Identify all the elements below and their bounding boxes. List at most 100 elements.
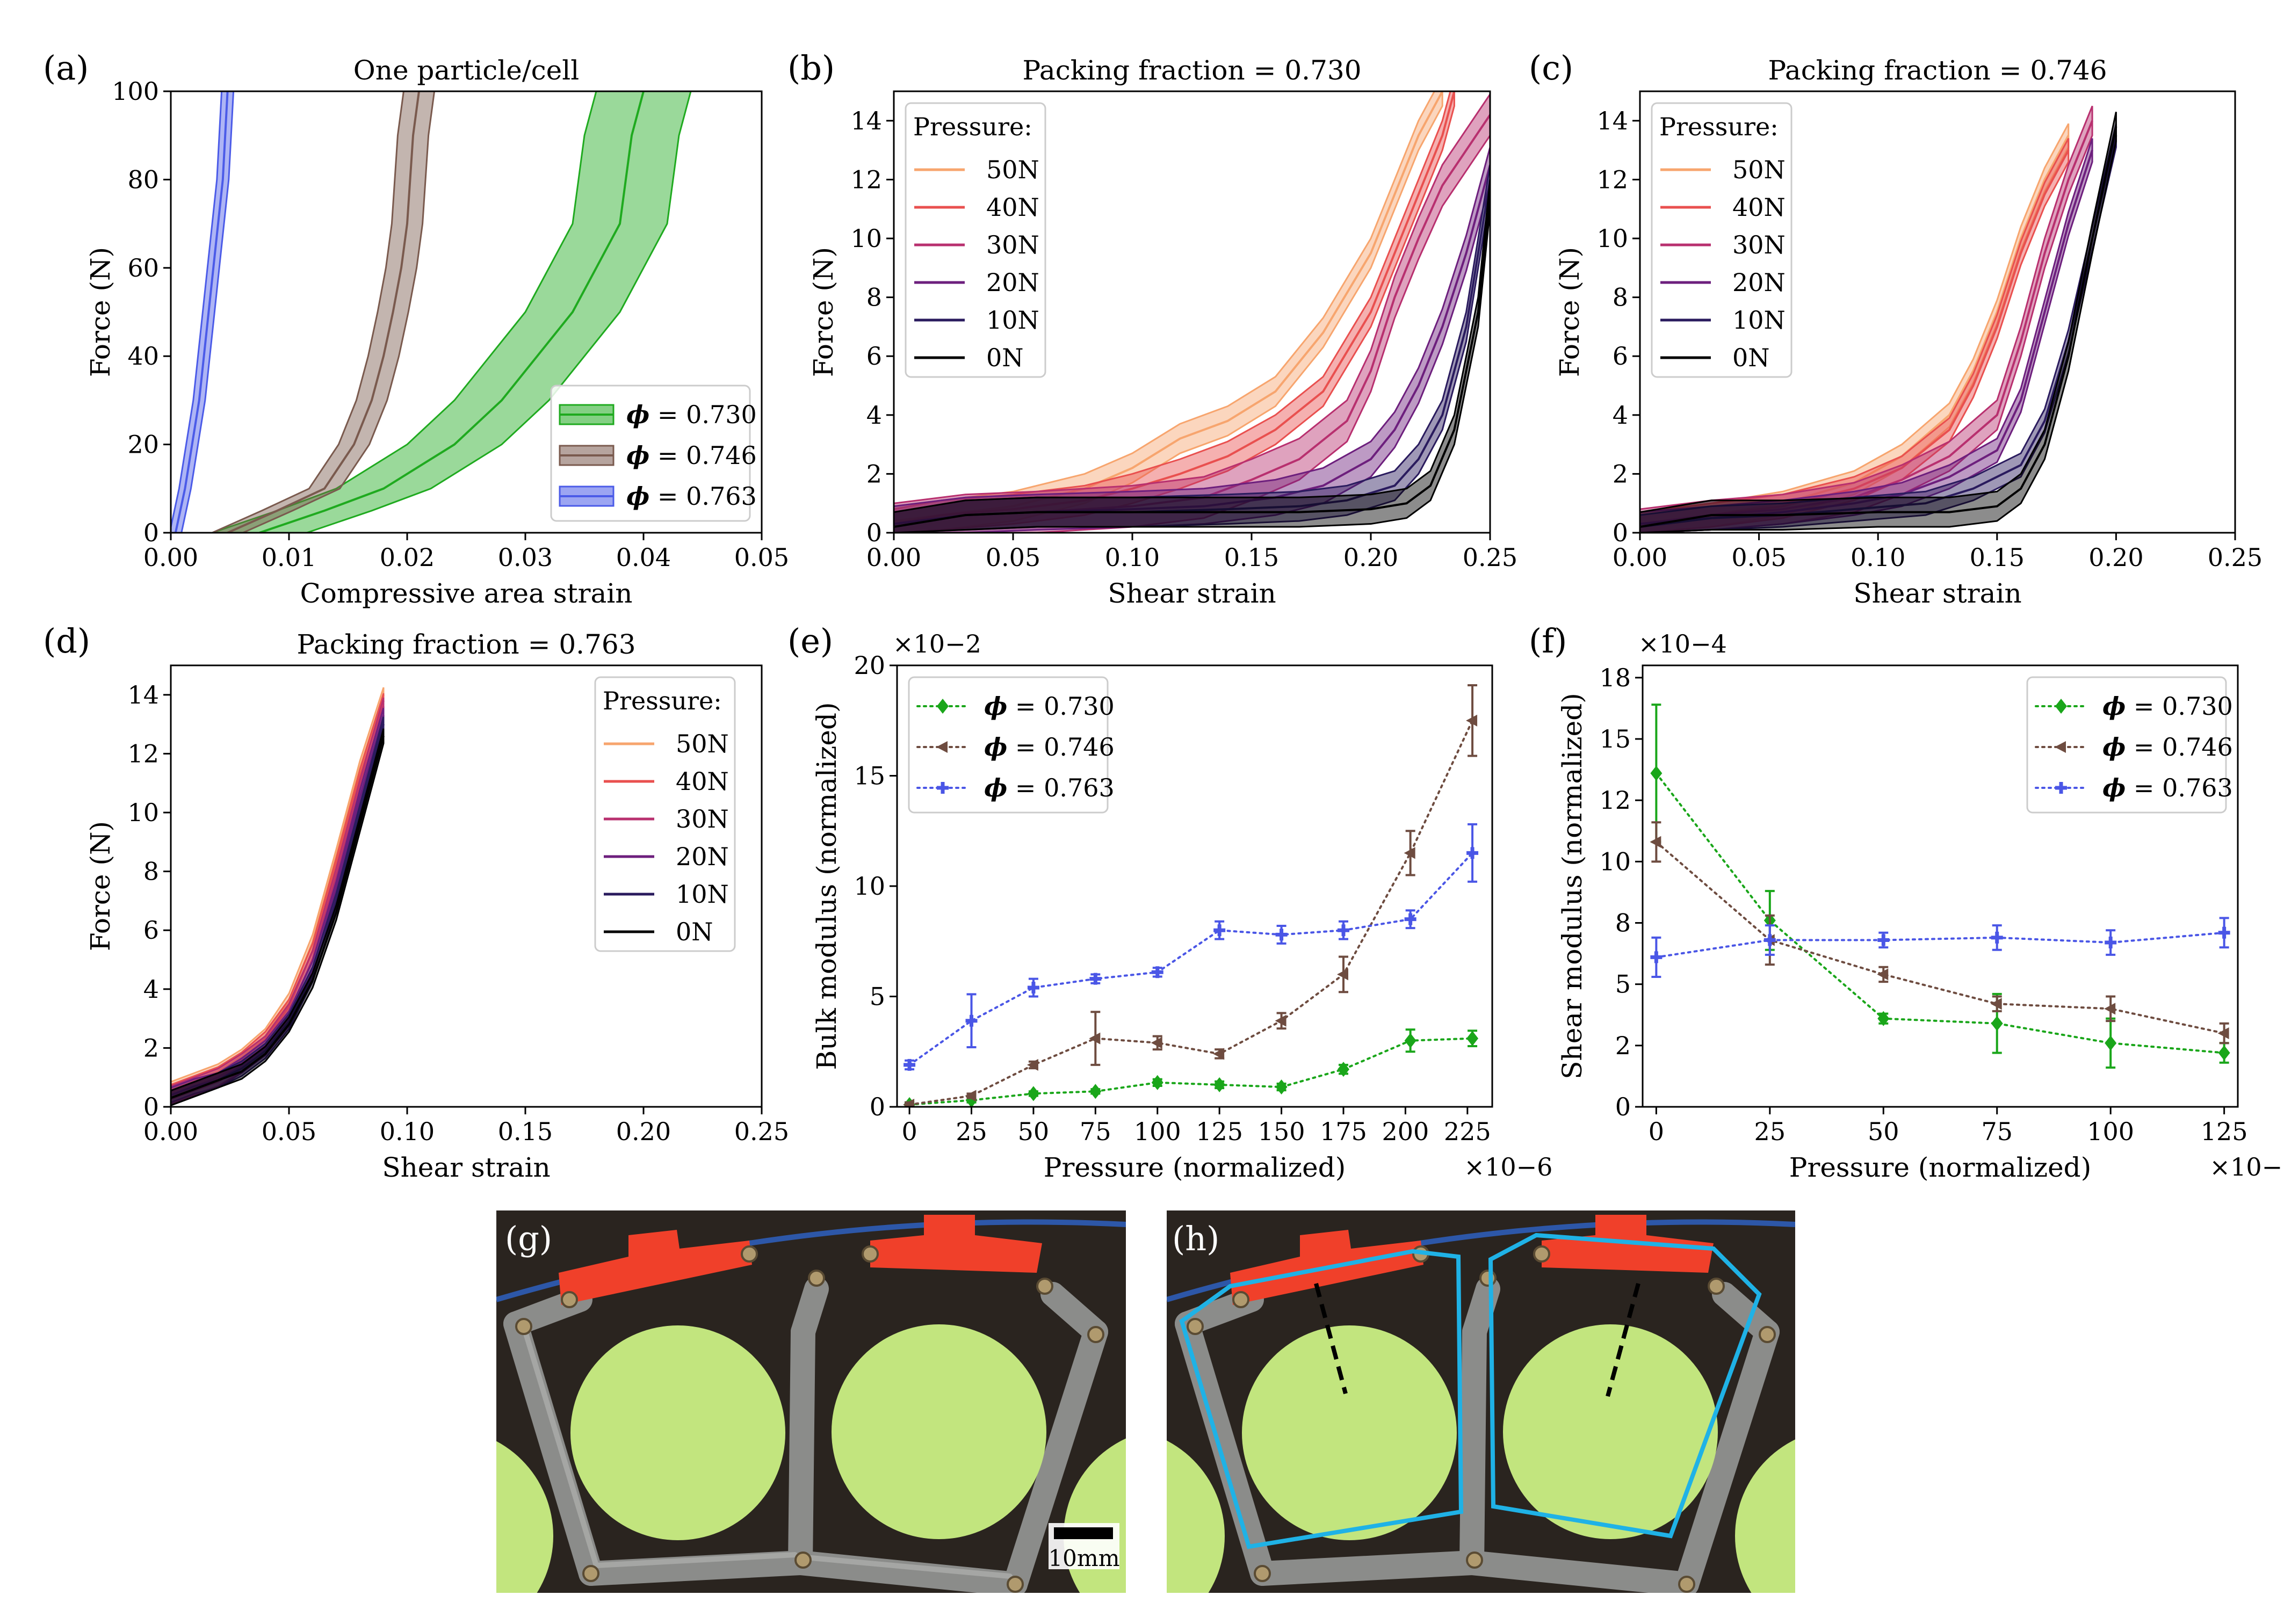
x-axis-label: Shear strain: [382, 1152, 550, 1183]
x-tick-label: 125: [1196, 1117, 1243, 1146]
series-band-0N: [894, 179, 1490, 533]
data-point-ϕ = 0.730: [1650, 765, 1663, 781]
series-band-ϕ = 0.730: [212, 91, 692, 533]
data-point-ϕ = 0.730: [1275, 1079, 1288, 1095]
data-point-ϕ = 0.746: [1466, 714, 1478, 727]
y-tick-label: 80: [127, 165, 159, 194]
plot-area-b: [894, 91, 1490, 533]
legend: Pressure: 50N 40N 30N 20N 10N 0N: [1651, 102, 1792, 378]
x-tick-label: 0.10: [1105, 543, 1160, 572]
y-tick-label: 15: [854, 762, 885, 791]
cell-outline-left: [1179, 1249, 1464, 1549]
y-tick-label: 0: [1613, 518, 1628, 547]
legend-label: 50N: [986, 155, 1039, 184]
y-tick-label: 4: [1613, 401, 1628, 430]
legend-label: 30N: [676, 804, 729, 833]
x-tick-label: 0: [1649, 1117, 1664, 1146]
data-point-ϕ = 0.763: [1877, 934, 1890, 946]
y-tick-label: 10: [1599, 847, 1631, 876]
y-multiplier: ×10−2: [893, 629, 981, 658]
legend-label: 0N: [1732, 343, 1770, 372]
y-tick-label: 20: [127, 430, 159, 459]
x-tick-label: 0.01: [262, 543, 316, 572]
axes-frame: [170, 90, 763, 534]
data-point-ϕ = 0.763: [904, 1058, 916, 1071]
data-point-ϕ = 0.746: [965, 1090, 977, 1102]
x-tick-label: 0.10: [1851, 543, 1905, 572]
x-tick-label: 100: [2087, 1117, 2134, 1146]
plot-area-e: [903, 684, 1479, 1107]
chart-title: One particle/cell: [353, 55, 579, 86]
joints: [515, 1245, 1104, 1593]
legend-phi: ϕ: [984, 773, 1007, 802]
legend-label: ϕ = 0.730: [2102, 692, 2233, 721]
axes-frame: [1642, 664, 2239, 1108]
legend-marker: [2055, 741, 2066, 753]
series-line-ϕ = 0.730: [259, 91, 645, 533]
data-point-ϕ = 0.746: [1337, 968, 1348, 981]
data-point-ϕ = 0.746: [1213, 1048, 1225, 1060]
panel-c: (c) 0.00 0.05 0.10 0.15 0.20 0.25 0 2 4 6 8 10 12 14 S…: [1529, 48, 2263, 609]
data-point-ϕ = 0.763: [1991, 931, 2003, 944]
legend-box: [905, 102, 1046, 378]
x-tick-label: 0.00: [143, 1117, 198, 1146]
x-axis-label: Shear strain: [1853, 578, 2021, 609]
x-tick-label: 0: [901, 1117, 917, 1146]
panel-letter-e: (e): [787, 621, 833, 661]
y-tick-label: 4: [143, 975, 159, 1004]
y-tick-label: 100: [112, 77, 159, 106]
x-tick-label: 25: [1754, 1117, 1786, 1146]
y-tick-label: 20: [854, 651, 885, 680]
panel-d: (d) 0.00 0.05 0.10 0.15 0.20 0.25 0 2 4 6 8 10 12 14 S…: [43, 621, 789, 1183]
plot-area-d: [171, 687, 385, 1106]
x-tick-label: 175: [1320, 1117, 1367, 1146]
series-band-30N: [894, 92, 1490, 533]
data-point-ϕ = 0.763: [1213, 924, 1226, 937]
data-point-ϕ = 0.763: [1151, 966, 1163, 978]
series-line-0N: [1640, 126, 2117, 528]
legend-value: = 0.730: [2126, 692, 2232, 721]
data-point-ϕ = 0.730: [1027, 1086, 1039, 1101]
legend-label: 30N: [986, 230, 1039, 259]
series-band-ϕ = 0.763: [171, 91, 235, 533]
data-point-ϕ = 0.763: [1089, 973, 1102, 985]
y-axis-label: Force (N): [1554, 247, 1585, 377]
data-point-ϕ = 0.763: [1650, 951, 1663, 963]
plot-area-a: [171, 91, 692, 533]
y-tick-label: 8: [1615, 909, 1631, 938]
legend-label: 20N: [1732, 268, 1786, 297]
y-tick-label: 14: [850, 106, 882, 135]
legend: Pressure: 50N 40N 30N 20N 10N 0N: [905, 102, 1046, 378]
legend-value: = 0.763: [649, 482, 756, 511]
green-disk-edge-left: [1167, 1440, 1225, 1593]
data-point-ϕ = 0.746: [1650, 836, 1661, 848]
data-point-ϕ = 0.730: [1404, 1033, 1416, 1048]
data-point-ϕ = 0.746: [2217, 1027, 2229, 1039]
panel-a: (a) 0.00 0.01 0.02 0.03 0.04 0.05 0 20 40 60 80 100…: [43, 48, 789, 609]
green-disk-edge-right: [1735, 1439, 1795, 1593]
data-point-ϕ = 0.730: [965, 1092, 978, 1107]
legend-value: = 0.763: [2126, 773, 2232, 802]
chart-title: Packing fraction = 0.763: [297, 629, 635, 660]
legend-title: Pressure:: [913, 112, 1032, 141]
y-tick-label: 4: [866, 401, 882, 430]
x-tick-label: 50: [1018, 1117, 1050, 1146]
legend-box: [1651, 102, 1792, 378]
y-tick-label: 8: [143, 857, 159, 886]
y-axis-label: Force (N): [85, 821, 116, 951]
x-tick-label: 125: [2201, 1117, 2248, 1146]
series-band-10N: [1640, 123, 2117, 533]
frame-struts: [503, 1277, 1108, 1593]
series-line-ϕ = 0.730: [908, 1037, 1474, 1106]
legend-phi: ϕ: [626, 400, 649, 429]
series-line-0N: [894, 194, 1490, 528]
x-tick-label: 0.20: [1343, 543, 1398, 572]
x-axis-label: Compressive area strain: [300, 578, 633, 609]
photo-h: (h): [1167, 1210, 1795, 1593]
y-multiplier: ×10−4: [1638, 629, 1727, 658]
series-line-ϕ = 0.746: [1655, 840, 2225, 1034]
data-point-ϕ = 0.763: [1027, 982, 1039, 994]
y-tick-label: 5: [870, 982, 885, 1011]
